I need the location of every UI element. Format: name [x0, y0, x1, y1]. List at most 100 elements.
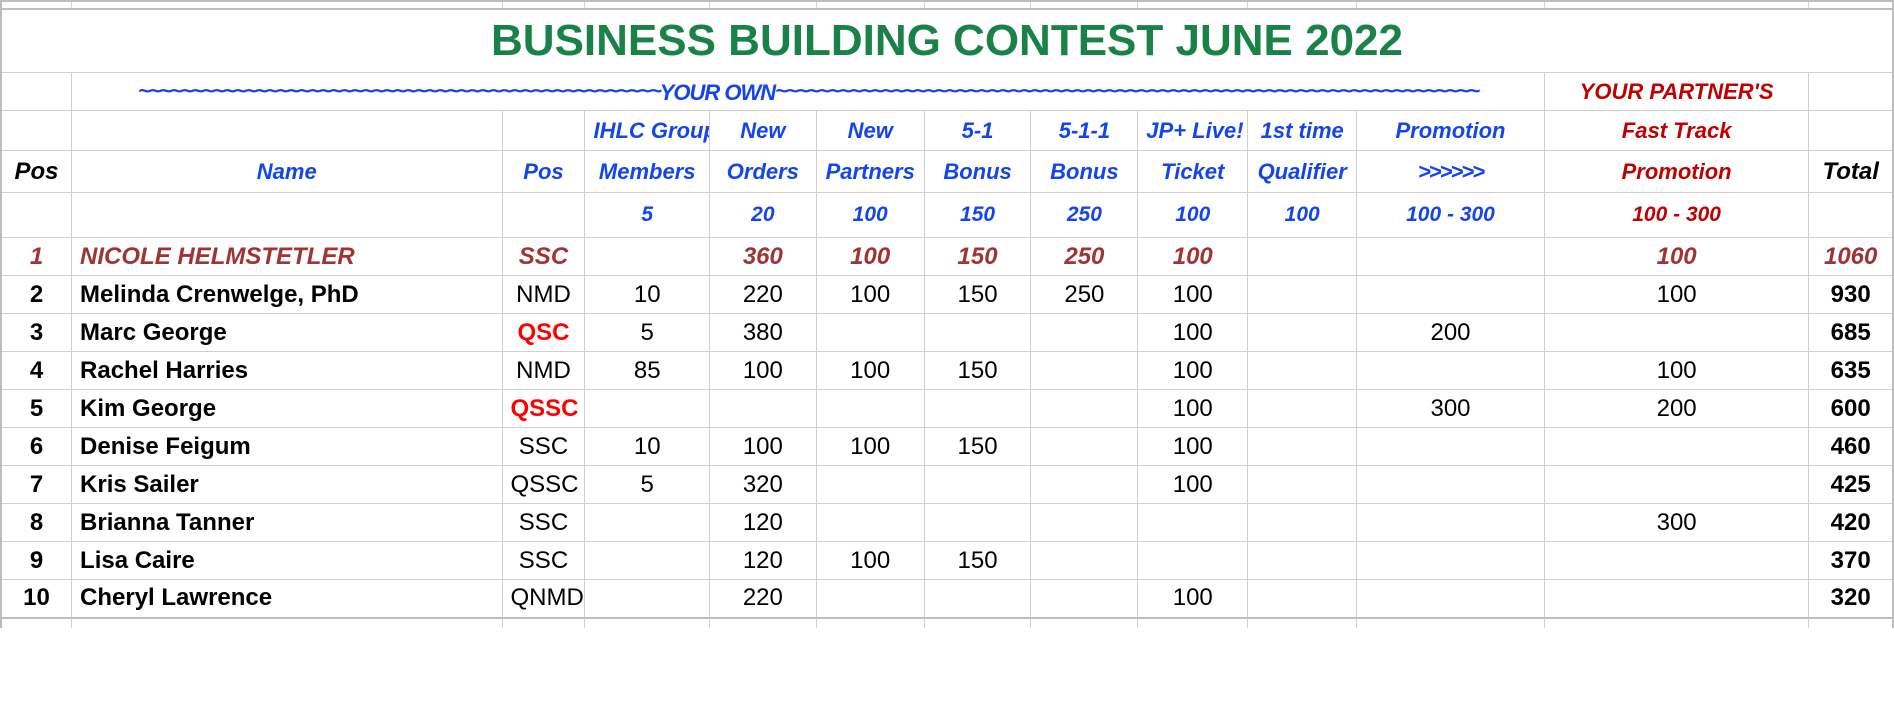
row-5-1-bonus — [923, 579, 1032, 618]
row-ihlc-members: 5 — [584, 465, 710, 504]
table-row[interactable]: 4 Rachel Harries NMD 85 100 100 150 100 100 635 — [0, 351, 1894, 390]
row-5-1-bonus: 150 — [923, 237, 1032, 276]
table-row[interactable]: 5 Kim George QSSC 100 300 200 600 — [0, 389, 1894, 428]
points-ticket: 100 — [1137, 192, 1249, 238]
header-pos: Pos — [0, 150, 73, 193]
row-jp-live-ticket: 100 — [1137, 579, 1249, 618]
row-ihlc-members — [584, 389, 710, 428]
points-blank — [501, 192, 586, 238]
row-promotion — [1356, 541, 1545, 580]
table-row[interactable]: 2 Melinda Crenwelge, PhD NMD 10 220 100 150 250… — [0, 275, 1894, 314]
row-jp-live-ticket: 100 — [1137, 275, 1249, 314]
table-row[interactable]: 7 Kris Sailer QSSC 5 320 100 425 — [0, 465, 1894, 504]
row-new-orders: 220 — [708, 275, 817, 314]
row-jp-live-ticket: 100 — [1137, 389, 1249, 428]
row-name: Cheryl Lawrence — [71, 579, 503, 618]
points-5-1-bonus: 150 — [923, 192, 1032, 238]
header-blank — [71, 110, 503, 151]
row-fast-track-promotion: 100 — [1543, 275, 1810, 314]
row-fast-track-promotion: 100 — [1543, 351, 1810, 390]
row-new-partners: 100 — [815, 541, 925, 580]
row-5-1-1-bonus — [1030, 465, 1139, 504]
table-row[interactable]: 8 Brianna Tanner SSC 120 300 420 — [0, 503, 1894, 542]
points-blank — [71, 192, 503, 238]
cut-cell — [1247, 0, 1358, 10]
points-partners: 100 — [815, 192, 925, 238]
header-rank-pos: Pos — [501, 150, 586, 193]
row-1st-time-qualifier — [1247, 503, 1358, 542]
header-name: Name — [71, 150, 503, 193]
cut-cell — [0, 0, 73, 10]
row-new-orders: 120 — [708, 503, 817, 542]
points-promotion: 100 - 300 — [1356, 192, 1545, 238]
row-name: NICOLE HELMSTETLER — [71, 237, 503, 276]
header-1st-time-top: 1st time — [1247, 110, 1358, 151]
row-5-1-1-bonus — [1030, 427, 1139, 466]
row-name: Melinda Crenwelge, PhD — [71, 275, 503, 314]
header-members: Members — [584, 150, 710, 193]
row-total: 685 — [1808, 313, 1894, 352]
header-new-orders-top: New — [708, 110, 817, 151]
row-total: 1060 — [1808, 237, 1894, 276]
table-row[interactable]: 1 NICOLE HELMSTETLER SSC 360 100 150 250 100 100… — [0, 237, 1894, 276]
cut-cell — [1543, 616, 1810, 628]
row-pos: 8 — [0, 503, 73, 542]
row-promotion — [1356, 275, 1545, 314]
row-rank: QSC — [501, 313, 586, 352]
row-new-partners: 100 — [815, 237, 925, 276]
row-name: Lisa Caire — [71, 541, 503, 580]
points-blank — [0, 192, 73, 238]
header-blank — [1808, 110, 1894, 151]
points-orders: 20 — [708, 192, 817, 238]
header-fast-track-promotion: Promotion — [1543, 150, 1810, 193]
row-promotion: 300 — [1356, 389, 1545, 428]
banner-blank — [1808, 72, 1894, 111]
row-fast-track-promotion: 300 — [1543, 503, 1810, 542]
your-own-label: YOUR OWN — [659, 79, 776, 105]
row-1st-time-qualifier — [1247, 313, 1358, 352]
cut-cell — [923, 0, 1032, 10]
cut-cell — [1030, 0, 1139, 10]
points-qualifier: 100 — [1247, 192, 1358, 238]
row-new-partners — [815, 503, 925, 542]
row-5-1-1-bonus — [1030, 313, 1139, 352]
row-1st-time-qualifier — [1247, 465, 1358, 504]
table-row[interactable]: 9 Lisa Caire SSC 120 100 150 370 — [0, 541, 1894, 580]
table-row[interactable]: 3 Marc George QSC 5 380 100 200 685 — [0, 313, 1894, 352]
row-5-1-bonus — [923, 465, 1032, 504]
row-total: 930 — [1808, 275, 1894, 314]
title-row: BUSINESS BUILDING CONTEST JUNE 2022 — [0, 9, 1894, 73]
row-ihlc-members — [584, 541, 710, 580]
row-total: 320 — [1808, 579, 1894, 618]
cut-cell — [1356, 0, 1545, 10]
table-row[interactable]: 10 Cheryl Lawrence QNMD 220 100 320 — [0, 579, 1894, 618]
row-new-partners: 100 — [815, 351, 925, 390]
row-fast-track-promotion — [1543, 427, 1810, 466]
header-total: Total — [1808, 150, 1894, 193]
row-5-1-1-bonus: 250 — [1030, 237, 1139, 276]
row-1st-time-qualifier — [1247, 275, 1358, 314]
row-pos: 2 — [0, 275, 73, 314]
page-title: BUSINESS BUILDING CONTEST JUNE 2022 — [491, 16, 1403, 65]
header-5-1-1-bonus: Bonus — [1030, 150, 1139, 193]
row-new-orders: 220 — [708, 579, 817, 618]
cut-cell — [71, 0, 503, 10]
row-5-1-bonus: 150 — [923, 541, 1032, 580]
row-promotion — [1356, 427, 1545, 466]
row-promotion — [1356, 579, 1545, 618]
cut-cell — [1030, 616, 1139, 628]
row-ihlc-members: 10 — [584, 275, 710, 314]
header-promotion-top: Promotion — [1356, 110, 1545, 151]
column-header-row-2: Pos Name Pos Members Orders Partners Bon… — [0, 150, 1894, 193]
row-rank: SSC — [501, 427, 586, 466]
points-members: 5 — [584, 192, 710, 238]
cut-cell — [0, 616, 73, 628]
row-5-1-1-bonus — [1030, 389, 1139, 428]
row-rank: NMD — [501, 351, 586, 390]
header-5-1-1-top: 5-1-1 — [1030, 110, 1139, 151]
table-row[interactable]: 6 Denise Feigum SSC 10 100 100 150 100 460 — [0, 427, 1894, 466]
row-rank: NMD — [501, 275, 586, 314]
header-blank — [0, 110, 73, 151]
cut-cell — [1356, 616, 1545, 628]
row-new-orders: 360 — [708, 237, 817, 276]
